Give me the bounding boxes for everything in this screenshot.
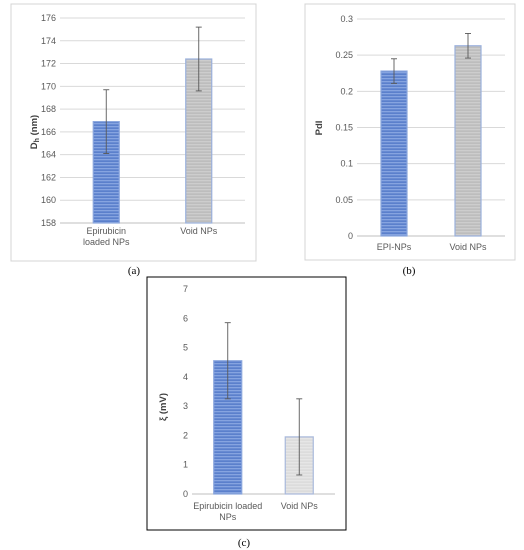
chart-a-ytick-label: 172 [41, 59, 56, 69]
chart-a-ytick-label: 160 [41, 195, 56, 205]
chart-c-ytick-label: 5 [183, 343, 188, 353]
chart-b-ytick-label: 0.15 [335, 123, 353, 133]
chart-b-category-label-1: EPI-NPs [377, 242, 412, 252]
chart-b-frame [304, 3, 516, 261]
chart-c-ytick-label: 4 [183, 372, 188, 382]
panel-label-c: (c) [238, 537, 251, 549]
chart-b-ytick-label: 0.1 [340, 159, 353, 169]
chart-a-ytick-label: 170 [41, 81, 56, 91]
chart-b-ytick-label: 0.3 [340, 14, 353, 24]
chart-c-ylabel: ξ (mV) [158, 393, 169, 421]
chart-c-ytick-label: 1 [183, 460, 188, 470]
chart-b-plot: 0 0.05 0.1 0.15 0.2 0.25 0.3 EPI-NPs Void NPs [335, 14, 505, 252]
chart-a-category-label-1: Epirubicin [86, 226, 126, 236]
chart-a-category-label-2: Void NPs [180, 226, 218, 236]
chart-c-frame [146, 276, 347, 531]
chart-a-ytick-label: 166 [41, 127, 56, 137]
chart-a-ytick-label: 176 [41, 13, 56, 23]
chart-b-category-label-2: Void NPs [449, 242, 487, 252]
chart-b-bar-1 [380, 70, 408, 237]
chart-b-ytick-label: 0.2 [340, 86, 353, 96]
chart-a-ytick-label: 162 [41, 172, 56, 182]
chart-c-ytick-label: 6 [183, 313, 188, 323]
chart-b-ytick-label: 0.25 [335, 50, 353, 60]
chart-a-ytick-label: 168 [41, 104, 56, 114]
chart-a-category-label-1: loaded NPs [83, 237, 130, 247]
chart-c-category-label-1: Epirubicin loaded [193, 501, 262, 511]
panel-label-a: (a) [128, 265, 141, 277]
chart-a-plot: 158 160 162 164 166 168 170 172 174 176 Epirubicin… [41, 13, 245, 247]
chart-b-ytick-label: 0.05 [335, 195, 353, 205]
panel-label-b: (b) [403, 265, 416, 277]
chart-c-category-label-1-line-2: NPs [219, 512, 237, 522]
chart-a-ytick-label: 174 [41, 36, 56, 46]
chart-c-ytick-label: 0 [183, 489, 188, 499]
chart-c-category-label-2: Void NPs [281, 501, 319, 511]
chart-c-ytick-label: 2 [183, 430, 188, 440]
chart-a-ytick-label: 158 [41, 218, 56, 228]
chart-b-ytick-label: 0 [348, 231, 353, 241]
chart-b-bar-2 [454, 45, 482, 237]
chart-a-ylabel: Dh (nm) [29, 115, 41, 149]
chart-a-ytick-label: 164 [41, 150, 56, 160]
chart-c-ytick-label: 7 [183, 284, 188, 294]
chart-a-frame [10, 3, 257, 262]
chart-c-ytick-label: 3 [183, 401, 188, 411]
chart-b-ylabel: PdI [314, 121, 325, 136]
